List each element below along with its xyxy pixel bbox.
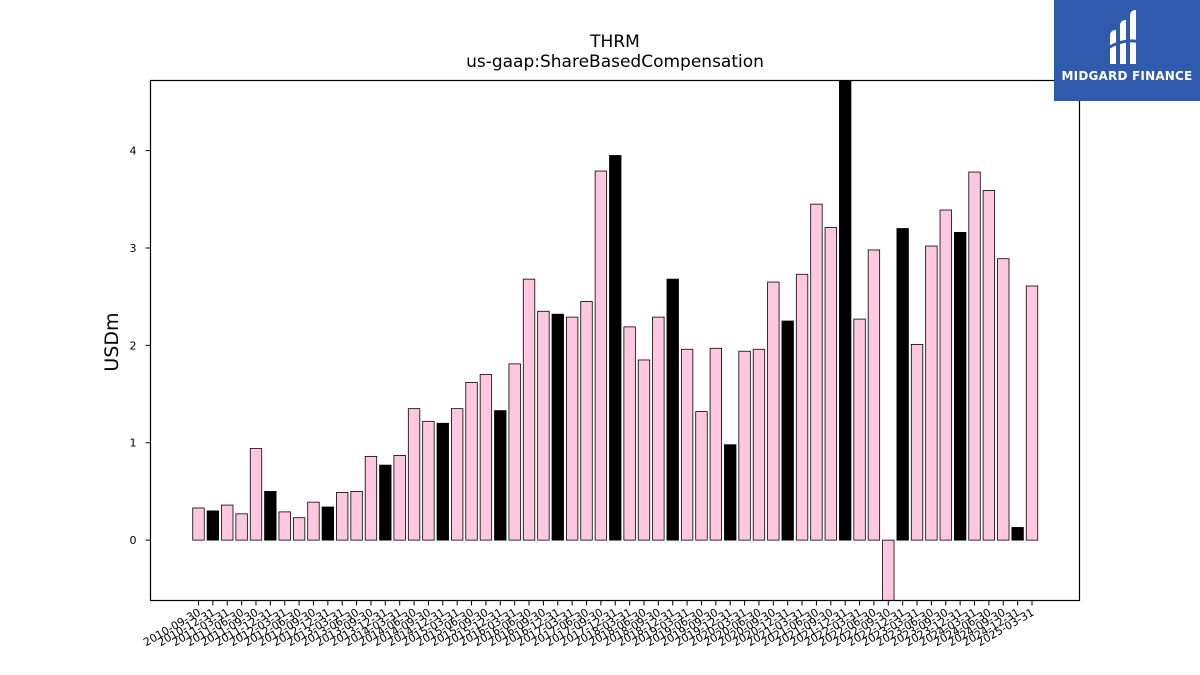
bar-2015-09-30 <box>479 374 493 541</box>
bar-2016-06-30 <box>522 278 536 541</box>
bar-2016-03-31 <box>508 363 521 541</box>
bar-2022-12-31 <box>896 228 909 541</box>
midgard-logo-icon <box>1107 10 1141 64</box>
bar-2015-12-31 <box>494 410 507 541</box>
chart-title: THRM <box>590 32 640 52</box>
bar-2024-06-30 <box>982 190 996 541</box>
bar-2021-06-30 <box>810 203 823 541</box>
bar-2018-09-30 <box>652 316 665 541</box>
y-axis-label: USDm <box>101 312 123 371</box>
bar-2019-06-30 <box>695 411 708 541</box>
bar-2019-12-31 <box>724 444 737 541</box>
bar-2024-03-31 <box>968 171 981 541</box>
bar-2012-06-30 <box>292 517 306 541</box>
y-tick-label: 3 <box>130 242 137 255</box>
bar-2014-06-30 <box>407 408 421 541</box>
bar-2012-12-31 <box>321 506 334 541</box>
bar-2019-03-31 <box>680 348 694 541</box>
bar-2020-06-30 <box>752 348 766 541</box>
bar-2013-09-30 <box>364 455 378 541</box>
y-tick-label: 0 <box>130 534 137 547</box>
bar-2017-09-30 <box>594 170 608 541</box>
bar-2013-06-30 <box>350 491 363 541</box>
bar-2023-03-31 <box>910 343 924 541</box>
logo-wordmark: MIDGARD FINANCE <box>1061 69 1193 83</box>
y-tick-label: 4 <box>130 145 137 158</box>
y-axis-ticks: 0 1 2 3 4 <box>130 145 151 547</box>
bar-2021-09-30 <box>824 227 837 541</box>
bar-2017-03-31 <box>565 316 579 541</box>
bar-2011-03-31 <box>221 504 234 541</box>
bar-2017-12-31 <box>609 155 622 541</box>
bar-2015-06-30 <box>465 381 478 541</box>
bar-2016-12-31 <box>551 313 564 541</box>
bar-2022-09-30 <box>882 539 895 601</box>
bar-2022-03-31 <box>853 318 866 541</box>
bar-2024-12-31 <box>1011 527 1024 541</box>
bar-2012-09-30 <box>307 501 320 541</box>
bar-2021-12-31 <box>839 80 852 541</box>
bar-2023-09-30 <box>939 209 952 541</box>
bar-2025-03-31 <box>1025 285 1039 541</box>
bar-2018-06-30 <box>637 359 651 541</box>
bar-2010-09-30 <box>192 507 205 541</box>
bar-2020-12-31 <box>781 320 794 541</box>
bar-2014-03-31 <box>393 455 406 541</box>
bar-2014-09-30 <box>422 420 435 541</box>
y-tick-label: 1 <box>130 437 137 450</box>
bar-2022-06-30 <box>867 249 881 541</box>
bar-2020-03-31 <box>738 350 751 541</box>
bars-layer <box>192 80 1039 601</box>
bar-2011-06-30 <box>235 513 248 541</box>
bar-2010-12-31 <box>206 510 220 541</box>
bar-2015-03-31 <box>451 408 464 541</box>
bar-2013-12-31 <box>379 464 392 541</box>
bar-2021-03-31 <box>795 273 809 541</box>
bar-2018-12-31 <box>666 278 679 541</box>
x-axis-ticks: 2010-09-302010-12-312011-03-312011-06-30… <box>141 600 1037 649</box>
bar-2020-09-30 <box>767 281 780 541</box>
bar-2018-03-31 <box>623 326 636 541</box>
chart-subtitle: us-gaap:ShareBasedCompensation <box>466 52 764 72</box>
bar-2023-06-30 <box>925 245 938 541</box>
bar-2024-09-30 <box>997 258 1010 541</box>
bar-2013-03-31 <box>336 492 349 541</box>
bar-2012-03-31 <box>278 511 291 541</box>
bar-2019-09-30 <box>709 347 722 541</box>
bar-2017-06-30 <box>580 301 593 541</box>
bar-2014-12-31 <box>436 422 449 541</box>
midgard-finance-logo: MIDGARD FINANCE <box>1054 0 1200 101</box>
bar-2023-12-31 <box>954 232 967 541</box>
bar-2016-09-30 <box>537 310 550 541</box>
y-tick-label: 2 <box>130 339 137 352</box>
bar-2011-09-30 <box>249 448 263 541</box>
bar-2011-12-31 <box>264 491 277 541</box>
